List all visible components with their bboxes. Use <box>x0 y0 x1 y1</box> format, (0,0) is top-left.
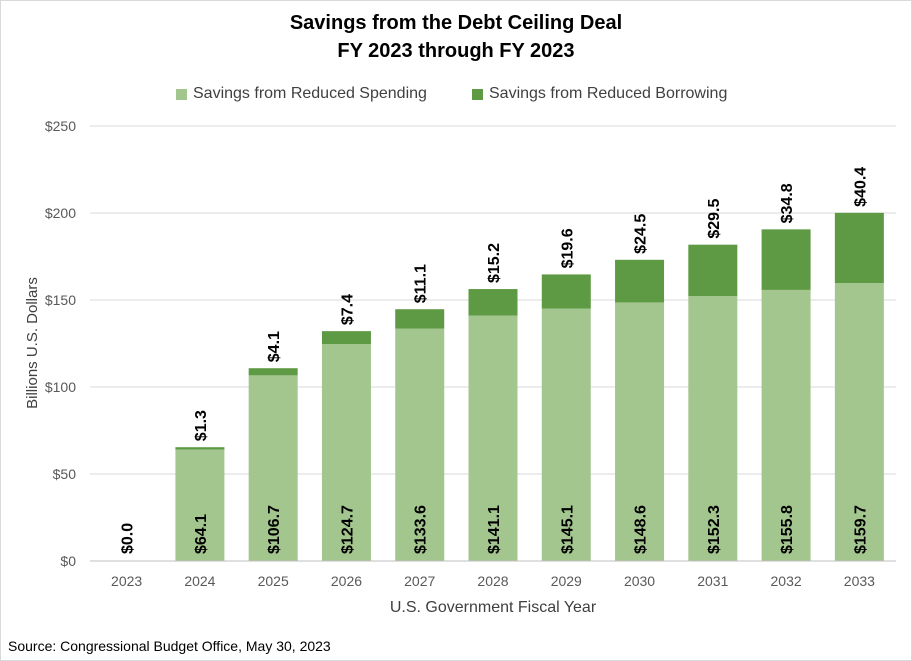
x-tick-label: 2033 <box>844 573 875 589</box>
x-tick-label: 2026 <box>331 573 362 589</box>
data-label-spending: $148.6 <box>633 505 650 554</box>
y-tick-label: $150 <box>45 292 76 308</box>
y-tick-label: $250 <box>45 118 76 134</box>
data-label-spending: $155.8 <box>779 505 796 554</box>
data-label-borrowing: $19.6 <box>559 228 576 268</box>
data-label-borrowing: $4.1 <box>266 331 283 362</box>
legend: Savings from Reduced Spending Savings fr… <box>0 84 912 104</box>
bar-reduced-borrowing <box>248 368 298 376</box>
bar-reduced-borrowing <box>395 309 445 329</box>
data-label-borrowing: $29.5 <box>706 199 723 239</box>
bar-reduced-borrowing <box>541 274 591 309</box>
bar-reduced-borrowing <box>834 212 884 284</box>
legend-label-borrowing: Savings from Reduced Borrowing <box>489 85 728 102</box>
data-label-spending: $159.7 <box>852 505 869 554</box>
bar-reduced-spending <box>834 283 884 561</box>
bar-reduced-borrowing <box>688 244 738 296</box>
x-tick-label: 2024 <box>184 573 215 589</box>
x-tick-label: 2023 <box>111 573 142 589</box>
axes: $0 $50 $100 $150 $200 $250 2023 2024 2025 2026 202… <box>45 118 896 589</box>
data-labels: $0.0 $64.1 $1.3 $106.7 $4.1 $124.7 $7.4 $133.6 $… <box>120 167 870 554</box>
bar-reduced-spending <box>688 295 738 561</box>
bar-reduced-borrowing <box>615 259 665 303</box>
y-tick-label: $50 <box>53 466 77 482</box>
data-label-spending: $106.7 <box>266 505 283 554</box>
data-label-borrowing: $24.5 <box>633 214 650 254</box>
bars <box>175 212 884 561</box>
data-label-borrowing: $7.4 <box>339 294 356 325</box>
data-label-spending: $133.6 <box>413 505 430 554</box>
data-label-borrowing: $34.8 <box>779 183 796 223</box>
data-label-borrowing: $1.3 <box>193 410 210 441</box>
data-label-spending: $152.3 <box>706 505 723 554</box>
y-tick-label: $0 <box>60 553 76 569</box>
data-label-borrowing: $11.1 <box>413 264 430 303</box>
bar-reduced-spending <box>761 289 811 561</box>
y-tick-label: $100 <box>45 379 76 395</box>
x-axis-label: U.S. Government Fiscal Year <box>390 599 597 616</box>
chart-title: Savings from the Debt Ceiling Deal <box>289 12 623 34</box>
y-tick-label: $200 <box>45 205 76 221</box>
bar-reduced-spending <box>321 344 371 561</box>
y-axis-label: Billions U.S. Dollars <box>24 277 41 409</box>
bar-reduced-borrowing <box>321 331 371 345</box>
source-note: Source: Congressional Budget Office, May… <box>8 638 331 654</box>
legend-swatch-spending <box>176 88 187 100</box>
bar-reduced-spending <box>248 375 298 561</box>
data-label-spending: $0.0 <box>120 523 137 554</box>
data-label-borrowing: $40.4 <box>852 167 869 207</box>
legend-swatch-borrowing <box>472 88 483 100</box>
data-label-spending: $141.1 <box>486 505 503 554</box>
x-tick-label: 2029 <box>551 573 582 589</box>
legend-label-spending: Savings from Reduced Spending <box>193 85 427 102</box>
legend-item-spending: Savings from Reduced Spending <box>176 84 427 104</box>
bar-reduced-spending <box>541 308 591 561</box>
x-tick-label: 2031 <box>697 573 728 589</box>
x-tick-label: 2030 <box>624 573 655 589</box>
bar-reduced-borrowing <box>761 229 811 290</box>
data-label-borrowing: $15.2 <box>486 243 503 283</box>
bar-reduced-borrowing <box>468 289 518 316</box>
x-tick-label: 2025 <box>258 573 289 589</box>
data-label-spending: $64.1 <box>193 514 210 554</box>
data-label-spending: $124.7 <box>339 505 356 554</box>
legend-item-borrowing: Savings from Reduced Borrowing <box>472 84 727 104</box>
bar-reduced-spending <box>615 302 665 561</box>
chart-subtitle: FY 2023 through FY 2023 <box>337 40 575 62</box>
x-tick-label: 2027 <box>404 573 435 589</box>
x-tick-label: 2032 <box>771 573 802 589</box>
bar-reduced-spending <box>395 328 445 561</box>
bar-reduced-spending <box>175 449 225 561</box>
data-label-spending: $145.1 <box>559 505 576 554</box>
x-tick-label: 2028 <box>477 573 508 589</box>
bar-reduced-spending <box>468 315 518 561</box>
bar-reduced-borrowing <box>175 447 225 450</box>
